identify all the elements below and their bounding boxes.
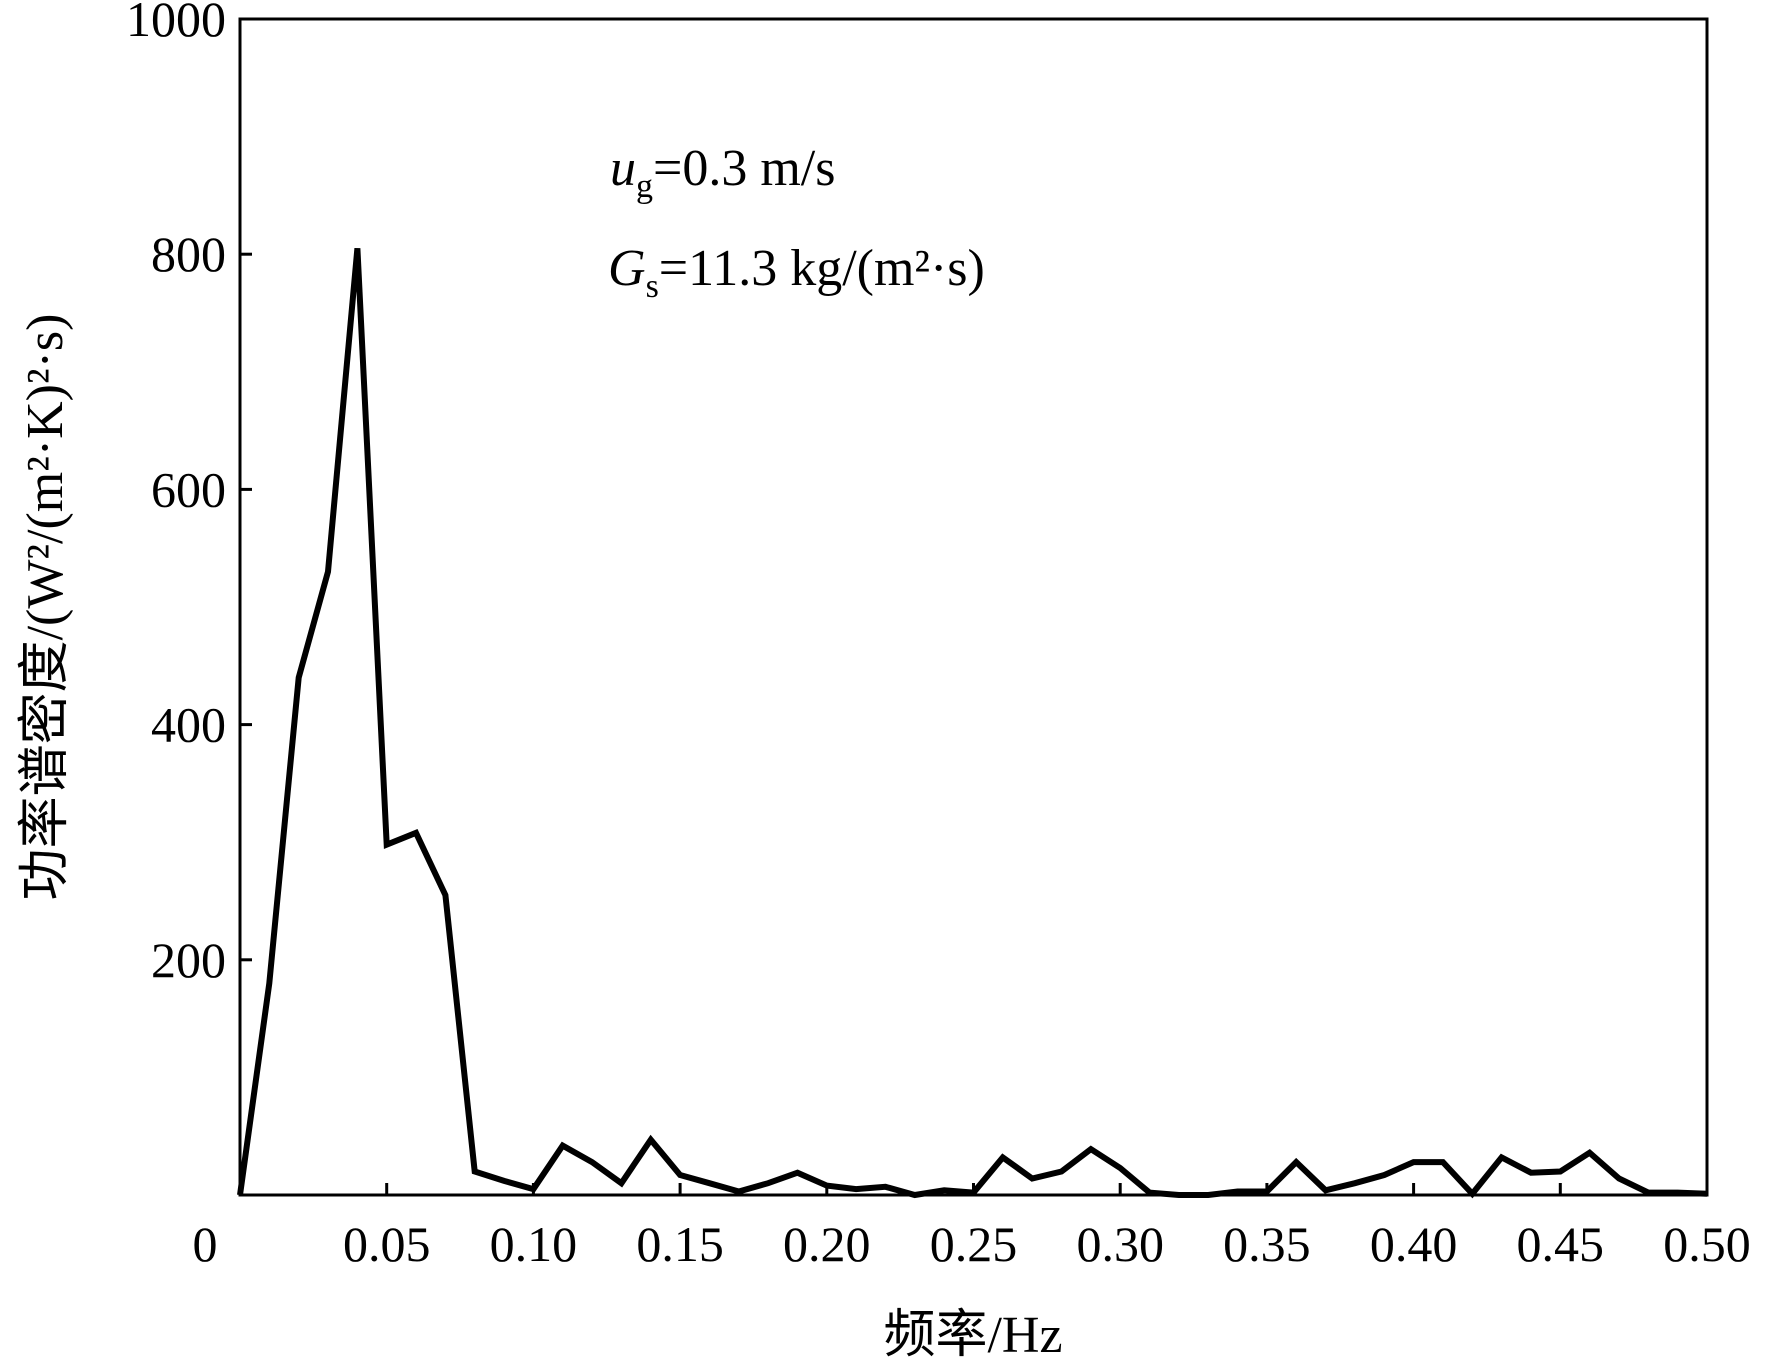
y-tick-label: 800	[151, 226, 226, 282]
x-tick-label: 0.05	[343, 1216, 431, 1272]
y-tick-label: 600	[151, 461, 226, 517]
y-tick-label: 200	[151, 932, 226, 988]
y-tick-label: 1000	[126, 0, 226, 47]
x-tick-label: 0.40	[1370, 1216, 1458, 1272]
x-tick-label: 0.20	[783, 1216, 871, 1272]
y-axis-ticks: 200 400 600 800 1000	[126, 0, 252, 988]
y-axis-title: 功率谱密度/(W²/(m²·K)²·s)	[17, 314, 74, 901]
y-tick-label: 400	[151, 697, 226, 753]
x-tick-label: 0.45	[1517, 1216, 1605, 1272]
x-tick-label: 0.25	[930, 1216, 1018, 1272]
x-axis-ticks: 0 0.05 0.10 0.15 0.20 0.25 0.30 0.35 0.40 0.45 0.5…	[193, 1183, 1751, 1272]
series-layer	[237, 248, 1708, 1199]
x-tick-label: 0	[193, 1216, 218, 1272]
x-tick-label: 0.30	[1076, 1216, 1164, 1272]
x-tick-label: 0.10	[490, 1216, 578, 1272]
x-tick-label: 0.50	[1663, 1216, 1751, 1272]
series-line	[237, 248, 1708, 1199]
annotation-gs: Gs=11.3 kg/(m²·s)	[608, 240, 985, 305]
x-tick-label: 0.35	[1223, 1216, 1311, 1272]
x-axis-title: 频率/Hz	[883, 1307, 1062, 1364]
annotation-ug: ug=0.3 m/s	[610, 140, 835, 205]
x-tick-label: 0.15	[636, 1216, 724, 1272]
